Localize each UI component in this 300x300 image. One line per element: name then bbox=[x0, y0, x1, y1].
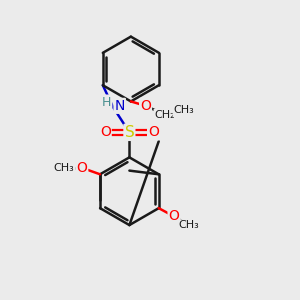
Text: N: N bbox=[115, 99, 125, 113]
Text: S: S bbox=[124, 125, 134, 140]
Text: O: O bbox=[76, 161, 87, 175]
Text: CH₃: CH₃ bbox=[54, 163, 74, 173]
Text: CH₃: CH₃ bbox=[173, 105, 194, 115]
Text: CH₂: CH₂ bbox=[154, 110, 175, 120]
Text: O: O bbox=[169, 209, 179, 224]
Text: O: O bbox=[100, 125, 111, 139]
Text: CH₃: CH₃ bbox=[178, 220, 199, 230]
Text: O: O bbox=[140, 99, 151, 113]
Text: H: H bbox=[102, 95, 111, 109]
Text: O: O bbox=[148, 125, 159, 139]
